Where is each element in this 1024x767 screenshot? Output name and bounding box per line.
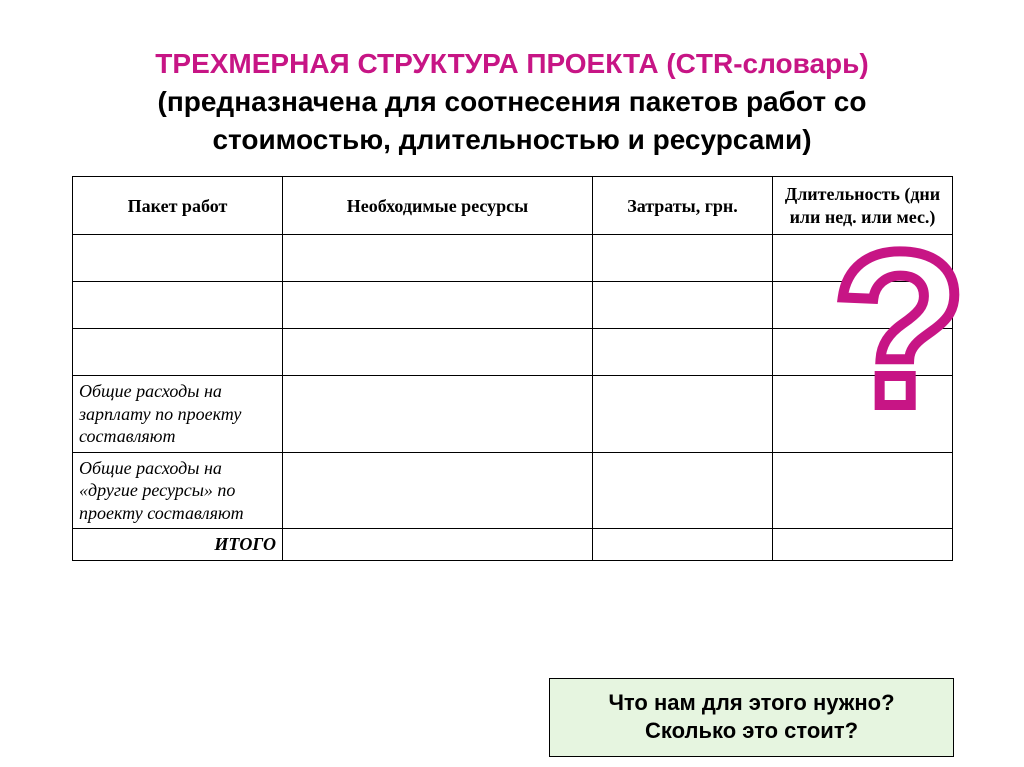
title-line-2: (предназначена для соотнесения пакетов р… — [62, 83, 962, 121]
total-row: ИТОГО — [73, 529, 953, 561]
cell — [773, 235, 953, 282]
cell — [73, 282, 283, 329]
col-header-4: Длительность (дни или нед. или мес.) — [773, 177, 953, 235]
summary-row-2: Общие расходы на «другие ресурсы» по про… — [73, 452, 953, 529]
total-label: ИТОГО — [73, 529, 283, 561]
col-header-1: Пакет работ — [73, 177, 283, 235]
summary-label-2: Общие расходы на «другие ресурсы» по про… — [73, 452, 283, 529]
cell — [593, 329, 773, 376]
table-row — [73, 235, 953, 282]
cell — [283, 452, 593, 529]
ctr-table: Пакет работ Необходимые ресурсы Затраты,… — [72, 176, 953, 561]
cell — [773, 282, 953, 329]
title-line-3: стоимостью, длительностью и ресурсами) — [62, 121, 962, 159]
title-line-1: ТРЕХМЕРНАЯ СТРУКТУРА ПРОЕКТА (CTR-словар… — [62, 45, 962, 83]
cell — [773, 529, 953, 561]
callout-line-2: Сколько это стоит? — [564, 717, 939, 746]
summary-label-1: Общие расходы на зарплату по проекту сос… — [73, 376, 283, 453]
cell — [593, 235, 773, 282]
table-row — [73, 329, 953, 376]
cell — [283, 376, 593, 453]
cell — [773, 376, 953, 453]
cell — [73, 235, 283, 282]
callout-line-1: Что нам для этого нужно? — [564, 689, 939, 718]
cell — [593, 529, 773, 561]
cell — [283, 282, 593, 329]
table-row — [73, 282, 953, 329]
table-header-row: Пакет работ Необходимые ресурсы Затраты,… — [73, 177, 953, 235]
col-header-3: Затраты, грн. — [593, 177, 773, 235]
col-header-2: Необходимые ресурсы — [283, 177, 593, 235]
cell — [593, 452, 773, 529]
cell — [283, 329, 593, 376]
cell — [773, 452, 953, 529]
slide-title: ТРЕХМЕРНАЯ СТРУКТУРА ПРОЕКТА (CTR-словар… — [62, 45, 962, 158]
cell — [73, 329, 283, 376]
cell — [283, 529, 593, 561]
cell — [593, 282, 773, 329]
cell — [593, 376, 773, 453]
cell — [283, 235, 593, 282]
summary-row-1: Общие расходы на зарплату по проекту сос… — [73, 376, 953, 453]
cell — [773, 329, 953, 376]
table-container: Пакет работ Необходимые ресурсы Затраты,… — [72, 176, 952, 561]
callout-box: Что нам для этого нужно? Сколько это сто… — [549, 678, 954, 757]
